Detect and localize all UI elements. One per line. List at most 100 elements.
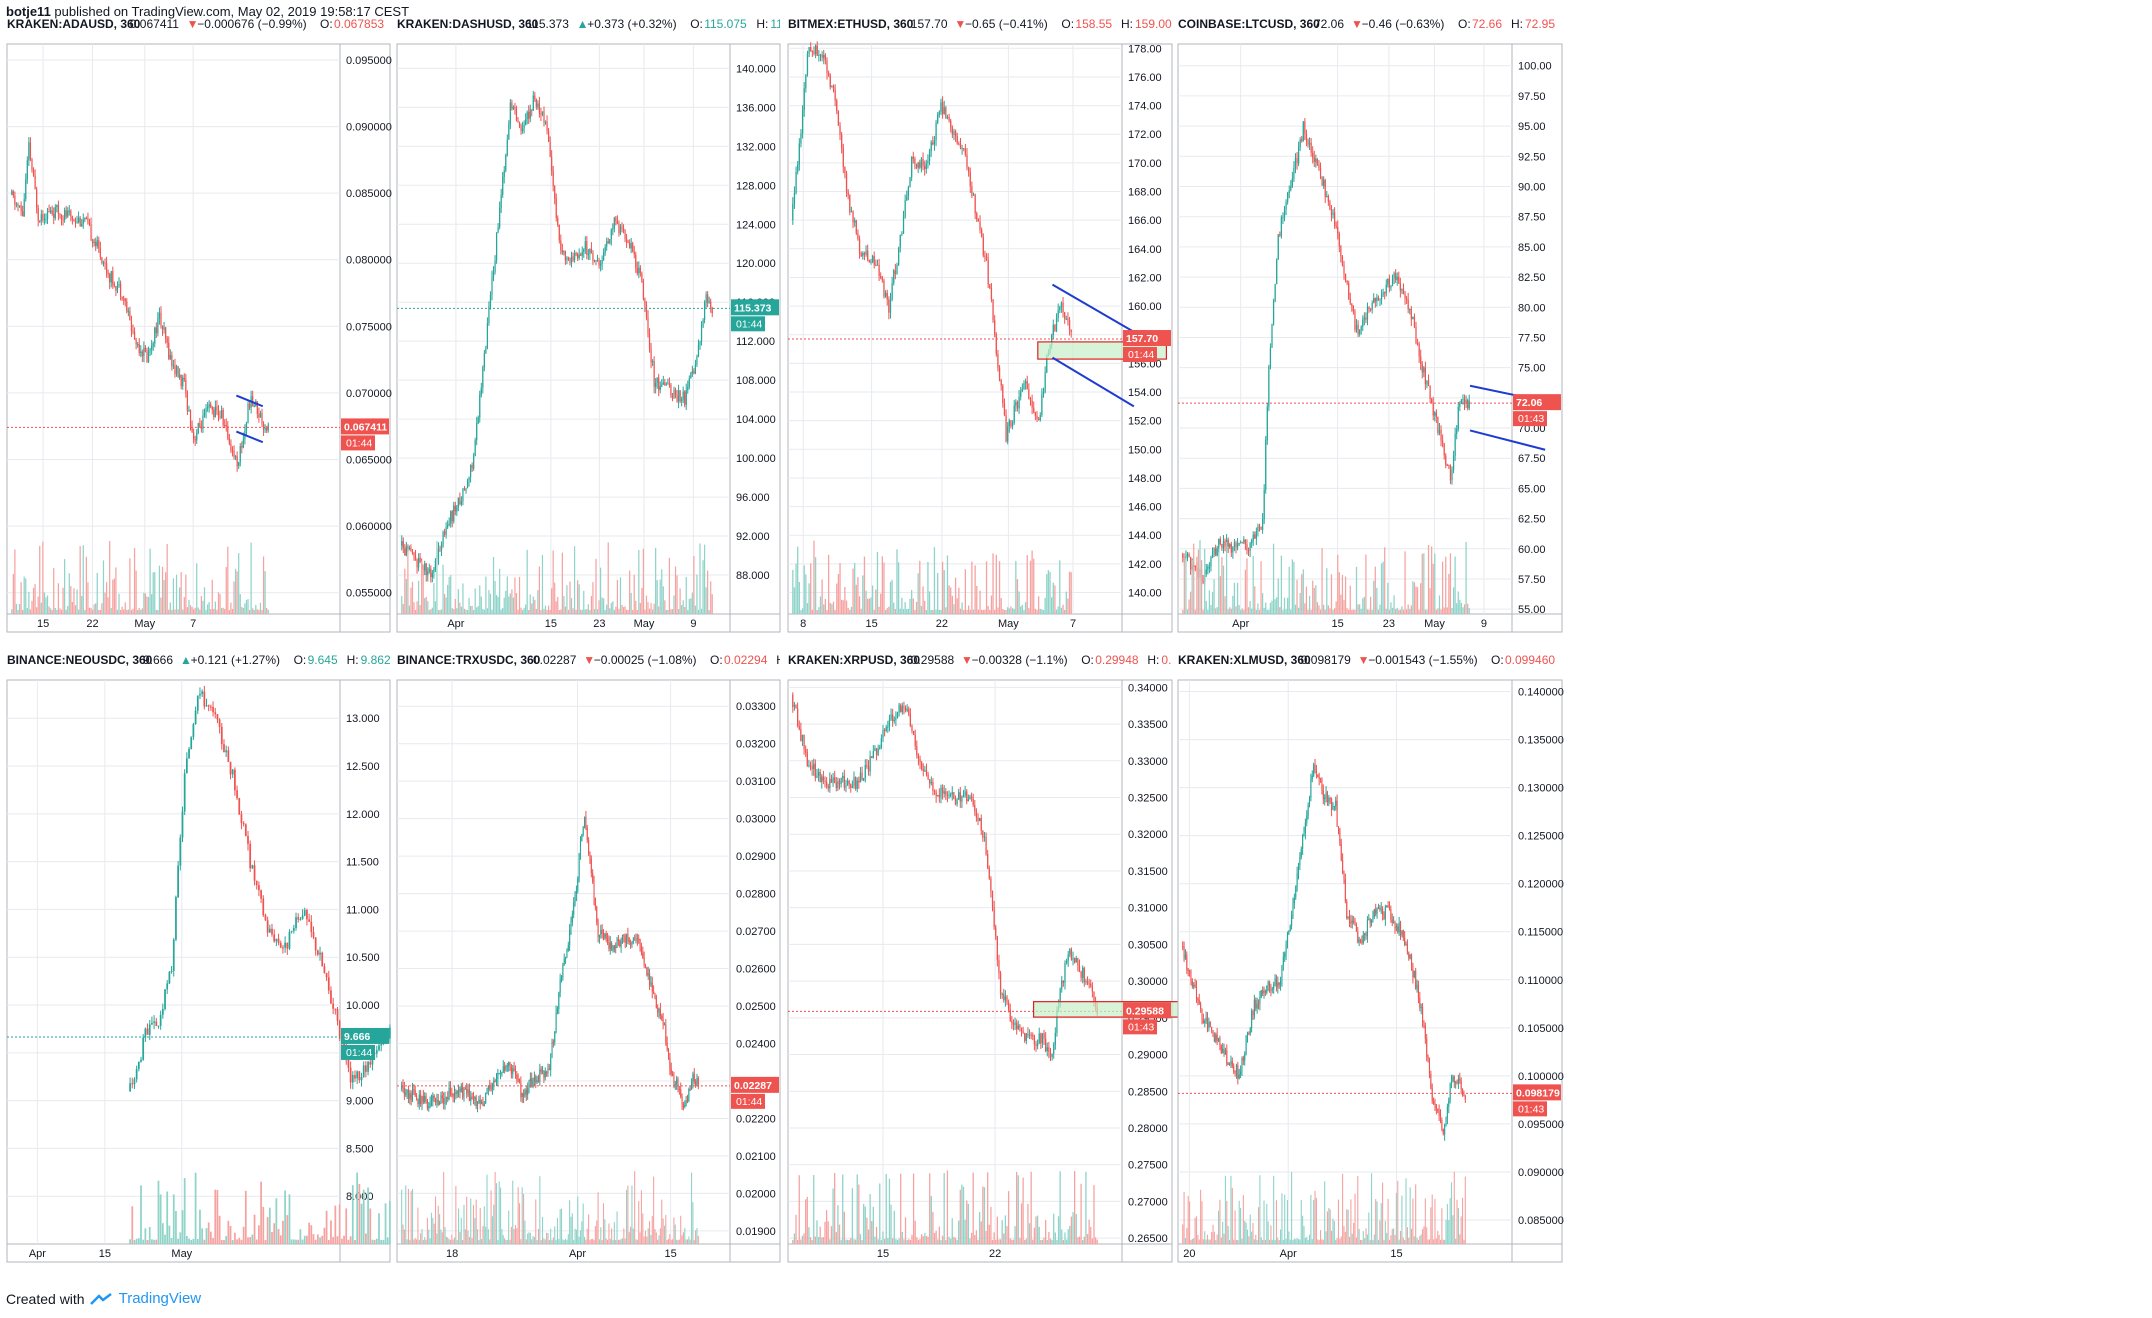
- volume-bar: [1467, 603, 1469, 614]
- candle-body: [1219, 538, 1221, 544]
- candle: [81, 218, 83, 614]
- candle: [456, 504, 458, 614]
- x-tick-label: 15: [1331, 618, 1343, 630]
- volume-bar: [238, 1237, 241, 1244]
- candle: [245, 421, 248, 614]
- trend-line[interactable]: [235, 430, 264, 444]
- candle: [1467, 398, 1469, 614]
- candle-body: [417, 557, 420, 568]
- volume-bar: [665, 609, 667, 614]
- candle: [1423, 366, 1425, 614]
- chart-panel-4[interactable]: 13.00012.50012.00011.50011.00010.50010.0…: [6, 653, 497, 1263]
- chart-panel-0[interactable]: 0.0950000.0900000.0850000.0800000.075000…: [6, 17, 602, 633]
- chart-panel-5[interactable]: 0.033000.032000.031000.030000.029000.028…: [396, 653, 966, 1263]
- candle: [552, 1039, 554, 1244]
- candle: [667, 1047, 670, 1244]
- candle: [646, 966, 648, 1244]
- candle: [1249, 541, 1251, 614]
- candle-body: [520, 1082, 522, 1097]
- volume-bar: [664, 600, 666, 614]
- volume-bar: [401, 1189, 403, 1244]
- candle: [1276, 258, 1278, 614]
- volume-bar: [631, 1185, 633, 1244]
- candle: [1011, 420, 1014, 614]
- candle-body: [1008, 420, 1010, 427]
- chart-panel-6[interactable]: 0.340000.335000.330000.325000.320000.315…: [787, 653, 1338, 1263]
- candle: [421, 558, 423, 614]
- volume-bar: [558, 609, 560, 614]
- chart-panel-3[interactable]: 100.0097.5095.0092.5090.0087.5085.0082.5…: [1177, 17, 1661, 633]
- volume-bar: [109, 541, 111, 614]
- volume-bar: [210, 1231, 212, 1244]
- candle: [1200, 559, 1203, 614]
- candle: [657, 1004, 659, 1244]
- candle: [1333, 207, 1336, 614]
- candle: [793, 186, 796, 614]
- candle-body: [840, 777, 842, 785]
- volume-bar: [172, 578, 175, 614]
- candle: [540, 107, 542, 614]
- candle: [437, 1093, 439, 1244]
- y-tick-label: 0.090000: [346, 122, 392, 134]
- trend-line[interactable]: [1051, 356, 1135, 408]
- candle-body: [65, 210, 67, 217]
- volume-bar: [1024, 602, 1027, 614]
- volume-bar: [1382, 561, 1384, 614]
- candle: [314, 937, 317, 1244]
- candle-body: [12, 191, 14, 196]
- volume-bar: [367, 1187, 369, 1244]
- volume-bar: [667, 609, 669, 614]
- volume-bar: [1018, 591, 1020, 614]
- volume-bar: [124, 602, 126, 614]
- candle-body: [528, 111, 530, 119]
- volume-bar: [581, 1221, 583, 1244]
- volume-bar: [1412, 581, 1414, 614]
- candle-body: [470, 1096, 472, 1102]
- volume-bar: [343, 1235, 345, 1244]
- candle-body: [666, 1042, 668, 1050]
- candle-body: [543, 111, 545, 123]
- candle-body: [477, 417, 479, 424]
- chart-panel-2[interactable]: 178.00176.00174.00172.00170.00168.00166.…: [787, 17, 1291, 633]
- trend-line[interactable]: [235, 394, 264, 408]
- candle: [181, 806, 184, 1244]
- candle-body: [1440, 429, 1442, 441]
- candle: [236, 785, 238, 1244]
- candle: [834, 770, 836, 1244]
- candle-body: [533, 1076, 535, 1081]
- candle-body: [661, 384, 663, 387]
- candle-body: [234, 769, 236, 791]
- candle-body: [421, 1096, 423, 1105]
- candle: [541, 111, 544, 614]
- volume-bar: [525, 604, 527, 614]
- volume-bar: [915, 601, 918, 614]
- candle: [886, 289, 888, 614]
- chart-panel-1[interactable]: 140.000136.000132.000128.000124.000120.0…: [396, 17, 946, 633]
- candle-body: [1371, 303, 1373, 310]
- candle: [1294, 153, 1297, 614]
- candle-body: [950, 120, 952, 128]
- trend-line[interactable]: [1469, 429, 1546, 451]
- candle: [153, 1015, 155, 1244]
- volume-bar: [563, 596, 565, 614]
- candle-body: [1064, 312, 1066, 319]
- volume-bar: [793, 587, 796, 614]
- candle: [932, 136, 934, 614]
- volume-bar: [1008, 608, 1010, 614]
- candle-body: [635, 938, 637, 941]
- candle: [510, 1063, 512, 1244]
- candle-body: [1304, 121, 1306, 134]
- candle-body: [858, 239, 861, 254]
- volume-bar: [887, 1238, 889, 1244]
- volume-bar: [897, 562, 900, 614]
- candle: [792, 197, 794, 614]
- candle-body: [146, 351, 148, 363]
- trend-line[interactable]: [1051, 283, 1135, 333]
- candle: [611, 940, 613, 1244]
- volume-bar: [62, 587, 64, 614]
- candle: [880, 734, 883, 1244]
- candle-body: [563, 958, 565, 965]
- candle-body: [327, 977, 330, 991]
- author-name[interactable]: botje11: [6, 4, 51, 19]
